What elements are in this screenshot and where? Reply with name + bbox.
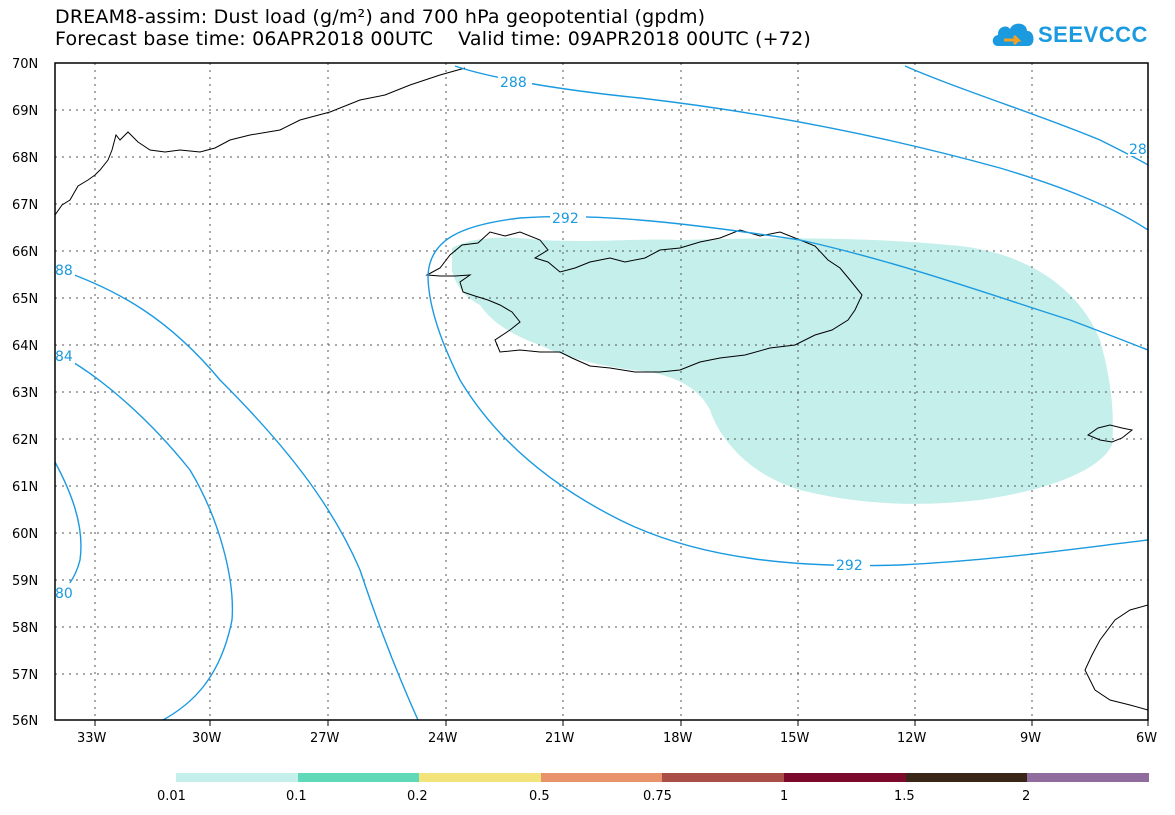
colorbar-swatch	[419, 773, 541, 782]
lat-label: 57N	[12, 668, 38, 683]
contour-label-84: 84	[55, 349, 73, 365]
lon-label: 33W	[77, 731, 107, 746]
lat-label: 64N	[12, 339, 38, 354]
coastlines	[54, 67, 1149, 711]
lat-label: 56N	[12, 714, 38, 729]
colorbar-swatch	[662, 773, 784, 782]
logo-text: SEEVCCC	[1038, 22, 1148, 47]
colorbar: 0.01 0.1 0.2 0.5 0.75 1 1.5 2	[157, 773, 1149, 804]
lon-label: 18W	[663, 731, 693, 746]
colorbar-swatch	[541, 773, 662, 782]
map-frame	[54, 62, 1149, 721]
colorbar-label: 0.5	[529, 789, 550, 804]
colorbar-label: 2	[1022, 789, 1030, 804]
lon-label: 9W	[1020, 731, 1041, 746]
lon-label: 27W	[310, 731, 340, 746]
colorbar-swatch	[784, 773, 906, 782]
lon-label: 12W	[897, 731, 927, 746]
colorbar-label: 0.01	[157, 789, 186, 804]
iceland-coast	[425, 229, 863, 373]
lon-label: 15W	[780, 731, 810, 746]
lon-label: 24W	[428, 731, 458, 746]
graticule	[55, 63, 1148, 720]
lat-label: 60N	[12, 527, 38, 542]
faroe-coast	[1086, 424, 1134, 443]
lat-label: 69N	[12, 104, 38, 119]
lat-label: 67N	[12, 198, 38, 213]
colorbar-swatch	[1027, 773, 1149, 782]
lat-label: 65N	[12, 292, 38, 307]
colorbar-label: 1	[780, 789, 788, 804]
seevccc-logo: SEEVCCC	[990, 16, 1147, 56]
lat-label: 66N	[12, 245, 38, 260]
lat-label: 61N	[12, 480, 38, 495]
map-title-line2: Forecast base time: 06APR2018 00UTC Vali…	[55, 28, 811, 50]
lat-label: 62N	[12, 433, 38, 448]
lon-label: 30W	[192, 731, 222, 746]
contour-label-80: 80	[55, 586, 73, 602]
lat-label: 68N	[12, 151, 38, 166]
lon-label: 6W	[1136, 731, 1157, 746]
lat-label: 59N	[12, 574, 38, 589]
contour-label-28: 28	[1129, 142, 1147, 158]
lat-label: 58N	[12, 621, 38, 636]
axis-ticks	[94, 720, 1149, 726]
colorbar-label: 0.1	[286, 789, 307, 804]
colorbar-label: 0.2	[407, 789, 428, 804]
colorbar-swatch	[906, 773, 1027, 782]
cloud-icon	[992, 23, 1034, 46]
colorbar-swatch	[176, 773, 298, 782]
map-title-line1: DREAM8-assim: Dust load (g/m²) and 700 h…	[55, 6, 706, 28]
colorbar-label: 1.5	[894, 789, 915, 804]
latitude-labels: 70N 69N 68N 67N 66N 65N 64N 63N 62N 61N …	[12, 57, 38, 729]
lon-label: 21W	[545, 731, 575, 746]
contour-label-88: 88	[55, 263, 73, 279]
colorbar-swatch	[298, 773, 419, 782]
scotland-coast	[1084, 604, 1149, 711]
lat-label: 63N	[12, 386, 38, 401]
dust-shading	[452, 237, 1113, 504]
contour-label-292-bottom: 292	[836, 558, 863, 574]
longitude-labels: 33W 30W 27W 24W 21W 18W 15W 12W 9W 6W	[77, 731, 1157, 746]
contour-labels: 288 28 292 292 88 84 80	[55, 72, 1150, 602]
colorbar-label: 0.75	[643, 789, 672, 804]
greenland-coast	[54, 67, 466, 216]
contour-label-292-top: 292	[552, 211, 579, 227]
contour-label-288: 288	[500, 75, 527, 91]
lat-label: 70N	[12, 57, 38, 72]
